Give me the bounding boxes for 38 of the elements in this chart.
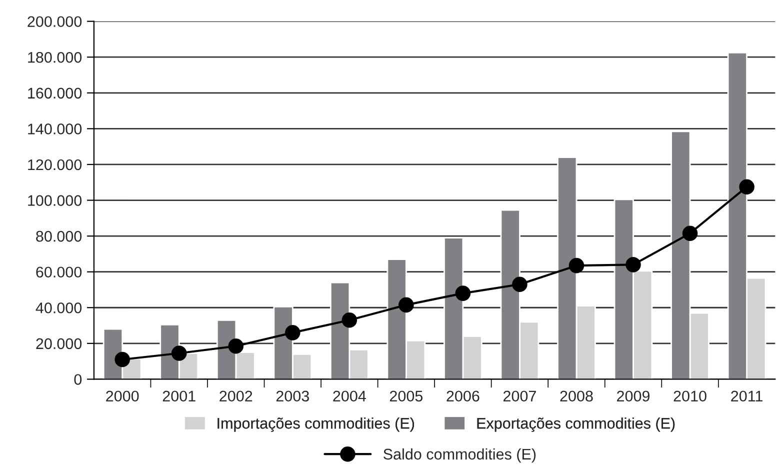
point (739, 179, 754, 194)
x-tick-label: 2000 (106, 390, 139, 402)
x-tick-label: 2004 (333, 390, 366, 402)
legend-label: Saldo commodities (E) (384, 448, 536, 463)
point (682, 226, 698, 242)
point (568, 258, 584, 274)
legend-label: Importações commodities (E) (218, 418, 414, 432)
point (114, 352, 130, 368)
x-tick-label: 2009 (617, 390, 650, 402)
x-tick-label: 2011 (731, 390, 762, 402)
point (626, 257, 641, 272)
point (285, 325, 300, 340)
y-tick-label: 100.000 (28, 195, 82, 206)
x-tick-label: 2001 (162, 390, 196, 402)
point (512, 276, 528, 292)
y-tick-label: 20.000 (36, 338, 82, 350)
x-tick-label: 2005 (390, 390, 423, 402)
y-tick-label: 160.000 (28, 88, 82, 99)
x-tick-label: 2006 (446, 390, 480, 402)
point (342, 312, 358, 328)
x-tick-label: 2010 (674, 390, 706, 402)
y-tick-label: 80.000 (36, 230, 82, 242)
point (171, 346, 187, 361)
x-tick-label: 2008 (560, 390, 593, 402)
point (455, 286, 471, 301)
point (398, 297, 414, 313)
x-tick-label: 2003 (276, 390, 309, 402)
y-tick-label: 40.000 (36, 302, 82, 314)
y-tick-label: 140.000 (28, 124, 82, 134)
point (228, 338, 244, 354)
y-tick-label: 60.000 (36, 266, 82, 278)
y-tick-label: 0 (74, 374, 82, 385)
x-tick-label: 2002 (220, 390, 252, 402)
y-tick-label: 120.000 (28, 159, 82, 170)
y-tick-label: 180.000 (28, 52, 82, 63)
x-tick-label: 2007 (503, 390, 536, 402)
y-tick-label: 200.000 (28, 16, 82, 28)
legend-label: Exportações commodities (E) (477, 418, 675, 432)
